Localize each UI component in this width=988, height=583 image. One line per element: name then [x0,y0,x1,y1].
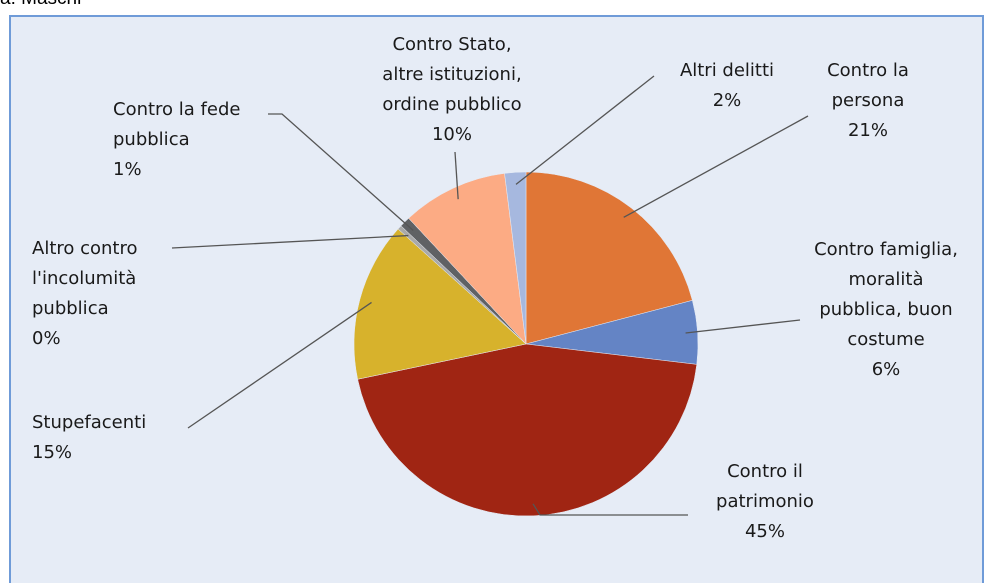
slice-label-contro-il-patrimonio: patrimonio [716,491,814,512]
pct-label-altri-delitti: 2% [713,90,742,111]
slice-label-contro-la-fede-pubblica: pubblica [113,129,190,150]
slice-label-contro-il-patrimonio: Contro il [727,461,803,482]
pct-label-contro-famiglia-moralita-pubblica-buon-costume: 6% [872,359,901,380]
slice-label-contro-stato-altre-istituzioni-ordine-pubblico: altre istituzioni, [382,64,521,85]
leader-line-contro-la-persona [623,115,809,218]
leader-line-contro-il-patrimonio [532,503,688,516]
slice-label-altro-contro-l-incolumita-pubblica: l'incolumità [32,268,136,289]
slice-label-altro-contro-l-incolumita-pubblica: pubblica [32,298,109,319]
pct-label-contro-la-fede-pubblica: 1% [113,159,142,180]
leader-line-contro-la-fede-pubblica [268,113,414,232]
pie-slice-contro-stato-altre-istituzioni-ordine-pubblico [408,173,527,345]
slice-label-contro-la-persona: Contro la [827,60,909,81]
slice-label-contro-la-fede-pubblica: Contro la fede [113,99,240,120]
pct-label-altro-contro-l-incolumita-pubblica: 0% [32,328,61,349]
caption-fragment: a: Maschi [0,0,81,10]
leader-line-altro-contro-l-incolumita-pubblica [171,234,409,249]
leader-line-contro-stato-altre-istituzioni-ordine-pubblico [454,151,459,200]
pie-slice-stupefacenti [353,228,527,380]
slice-label-altri-delitti: Altri delitti [680,60,774,81]
slice-label-contro-la-persona: persona [832,90,905,111]
slice-label-contro-famiglia-moralita-pubblica-buon-costume: Contro famiglia, [814,239,958,260]
pie-slice-contro-il-patrimonio [357,343,698,517]
slice-label-contro-stato-altre-istituzioni-ordine-pubblico: Contro Stato, [392,34,511,55]
leader-line-altri-delitti [515,75,655,185]
pct-label-stupefacenti: 15% [32,442,72,463]
pct-label-contro-la-persona: 21% [848,120,888,141]
slice-label-contro-stato-altre-istituzioni-ordine-pubblico: ordine pubblico [382,94,521,115]
pct-label-contro-il-patrimonio: 45% [745,521,785,542]
pie-slice-contro-la-persona [525,171,693,345]
pct-label-contro-stato-altre-istituzioni-ordine-pubblico: 10% [432,124,472,145]
slice-label-contro-famiglia-moralita-pubblica-buon-costume: pubblica, buon [819,299,952,320]
slice-label-contro-famiglia-moralita-pubblica-buon-costume: costume [847,329,924,350]
slice-label-contro-famiglia-moralita-pubblica-buon-costume: moralità [848,269,923,290]
slice-label-altro-contro-l-incolumita-pubblica: Altro contro [32,238,138,259]
leader-line-stupefacenti [187,301,372,429]
leader-line-contro-famiglia-moralita-pubblica-buon-costume [685,319,801,334]
slice-label-stupefacenti: Stupefacenti [32,412,146,433]
pie-slice-altri-delitti [504,171,527,345]
